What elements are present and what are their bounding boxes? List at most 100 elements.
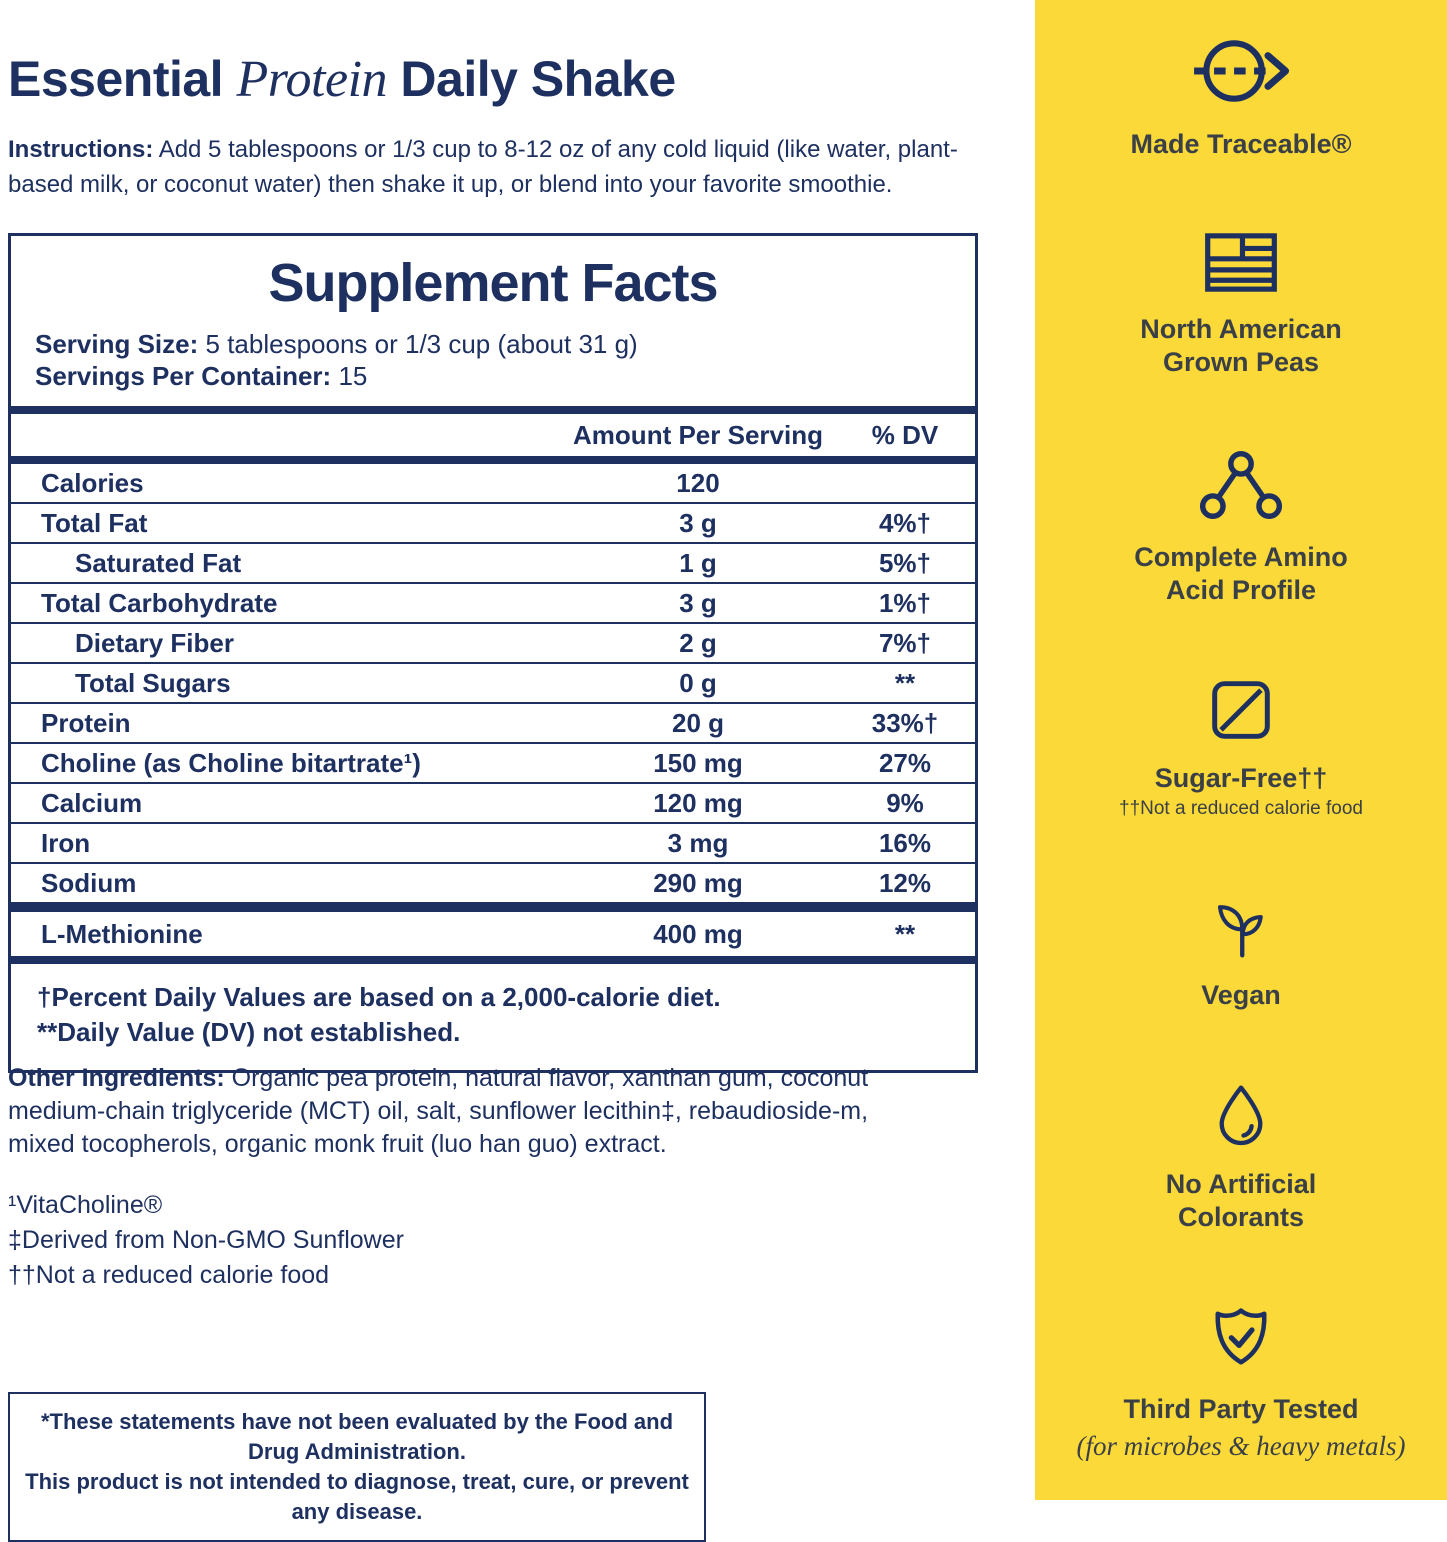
vegan-sprout-icon [1217,904,1263,958]
nutrient-name: Calcium [41,787,143,818]
feature-third-party-tested: Third Party Tested (for microbes & heavy… [1076,1305,1406,1462]
nutrient-dv: 5%† [878,547,932,578]
nutrient-dv: 33%† [871,707,939,738]
footnote-vitacholine: ¹VitaCholine® [8,1191,163,1219]
feature-label: No Artificial Colorants [1165,1169,1317,1233]
column-header-amount: Amount Per Serving [573,419,823,450]
nutrient-dv: ** [894,918,916,949]
title-italic-word: Protein [236,51,388,108]
nutrient-name: Calories [41,467,144,498]
nutrient-amount: 3 g [679,587,717,618]
instructions-text: Instructions: Add 5 tablespoons or 1/3 c… [8,132,993,202]
feature-vegan: Vegan [1201,891,1281,1012]
nutrient-amount: 0 g [679,667,717,698]
instructions-label: Instructions: [8,136,154,163]
nutrient-name: Choline (as Choline bitartrate¹) [41,747,421,778]
footnote-sunflower: ‡Derived from Non-GMO Sunflower [8,1226,404,1254]
table-row-calories: Calories 120 [11,464,975,504]
nutrient-name: Sodium [41,867,137,898]
nutrient-dv: 9% [886,787,924,818]
nutrient-name: Protein [41,707,131,738]
nutrient-dv: 1%† [878,587,932,618]
water-drop-icon [1219,1085,1263,1146]
other-ingredients-label: Other Ingredients: [8,1064,225,1092]
amino-molecule-icon [1199,451,1283,520]
fda-disclaimer-line-1: *These statements have not been evaluate… [40,1409,674,1464]
nutrient-name: L-Methionine [41,918,203,949]
serving-size-label: Serving Size: [35,329,199,359]
feature-sublabel: (for microbes & heavy metals) [1076,1430,1406,1461]
column-header-dv: % DV [871,419,939,450]
dv-not-established-footnote: **Daily Value (DV) not established. [37,1017,461,1047]
table-row-sodium: Sodium 290 mg 12% [11,864,975,904]
feature-made-traceable: Made Traceable® [1131,34,1352,161]
nutrient-dv: 12% [878,867,932,898]
table-footnotes: †Percent Daily Values are based on a 2,0… [11,964,975,1070]
nutrient-amount: 3 mg [667,827,729,858]
sugar-free-icon [1212,681,1270,739]
feature-north-american-peas: North American Grown Peas [1106,232,1376,379]
fda-disclaimer-box: *These statements have not been evaluate… [8,1392,706,1542]
nutrient-amount: 20 g [671,707,725,738]
nutrient-name: Total Sugars [75,667,231,698]
feature-sublabel: ††Not a reduced calorie food [1119,797,1363,819]
dv-footnote: †Percent Daily Values are based on a 2,0… [37,982,721,1012]
made-traceable-icon [1194,40,1290,102]
divider-thick [11,456,975,464]
nutrient-name: Iron [41,827,91,858]
nutrient-dv: 7%† [878,627,932,658]
feature-amino-acid-profile: Complete Amino Acid Profile [1106,449,1376,607]
feature-sidebar: Made Traceable® North American Grown Pea… [1035,0,1447,1500]
table-row-calcium: Calcium 120 mg 9% [11,784,975,824]
nutrient-name: Saturated Fat [75,547,242,578]
nutrient-name: Dietary Fiber [75,627,234,658]
feature-sugar-free: Sugar-Free†† ††Not a reduced calorie foo… [1119,678,1363,820]
feature-label: Made Traceable® [1130,129,1352,159]
nutrient-dv: 16% [878,827,932,858]
instructions-body: Add 5 tablespoons or 1/3 cup to 8-12 oz … [8,136,958,198]
supplement-facts-title: Supplement Facts [268,253,718,313]
feature-label: Vegan [1201,979,1281,1010]
feature-label: Complete Amino Acid Profile [1134,542,1348,606]
title-part-2: Daily Shake [400,51,676,107]
divider-thick [11,904,975,912]
nutrient-name: Total Fat [41,507,148,538]
feature-label: Third Party Tested [1123,1393,1359,1424]
other-ingredients: Other Ingredients: Organic pea protein, … [8,1062,920,1161]
nutrient-amount: 400 mg [653,918,743,949]
page-title: Essential Protein Daily Shake [8,50,676,109]
nutrient-amount: 3 g [679,507,717,538]
servings-value: 15 [338,361,368,391]
us-flag-icon [1205,232,1277,292]
nutrient-amount: 2 g [679,627,717,658]
footnote-list: ¹VitaCholine® ‡Derived from Non-GMO Sunf… [8,1188,404,1293]
nutrient-amount: 150 mg [653,747,743,778]
table-row-protein: Protein 20 g 33%† [11,704,975,744]
table-row-total-fat: Total Fat 3 g 4%† [11,504,975,544]
servings-per-container-line: Servings Per Container: 15 [11,360,975,392]
nutrient-amount: 1 g [679,547,717,578]
divider-thick [11,956,975,964]
nutrient-amount: 120 mg [653,787,743,818]
feature-no-artificial-colorants: No Artificial Colorants [1106,1082,1376,1234]
serving-size-line: Serving Size: 5 tablespoons or 1/3 cup (… [11,328,975,360]
feature-label: North American Grown Peas [1140,313,1342,377]
nutrient-dv: ** [894,667,916,698]
table-header-row: Amount Per Serving % DV [11,414,975,456]
table-row-dietary-fiber: Dietary Fiber 2 g 7%† [11,624,975,664]
serving-size-value: 5 tablespoons or 1/3 cup (about 31 g) [205,329,638,359]
shield-check-icon [1215,1308,1267,1365]
divider-thick [11,406,975,414]
supplement-facts-panel: Supplement Facts Serving Size: 5 tablesp… [8,233,978,1073]
table-row-saturated-fat: Saturated Fat 1 g 5%† [11,544,975,584]
nutrient-amount: 290 mg [653,867,743,898]
other-ingredients-text: Organic pea protein, natural flavor, xan… [8,1064,869,1158]
table-row-choline: Choline (as Choline bitartrate¹) 150 mg … [11,744,975,784]
nutrient-amount: 120 [676,467,720,498]
title-part-1: Essential [8,51,224,107]
label-main-panel: Essential Protein Daily Shake Instructio… [8,50,993,1542]
nutrient-name: Total Carbohydrate [41,587,278,618]
table-row-total-sugars: Total Sugars 0 g ** [11,664,975,704]
table-row-iron: Iron 3 mg 16% [11,824,975,864]
fda-disclaimer-line-2: This product is not intended to diagnose… [25,1469,689,1524]
